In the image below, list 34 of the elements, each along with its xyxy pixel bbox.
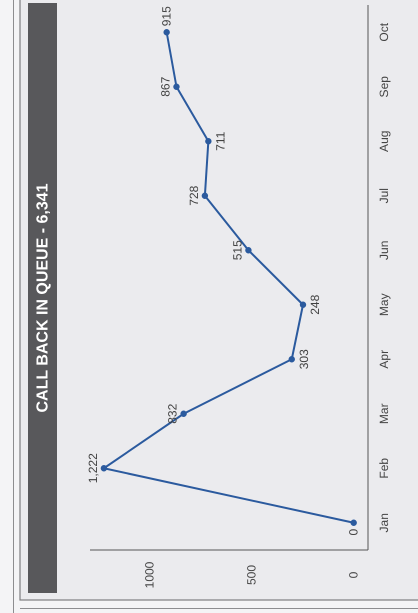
data-label: 1,222 bbox=[86, 452, 100, 484]
y-tick-label: Oct bbox=[377, 22, 391, 42]
y-tick-label: Mar bbox=[377, 403, 391, 424]
y-tick-label: May bbox=[377, 293, 391, 316]
data-label: 711 bbox=[213, 131, 228, 151]
data-label: 0 bbox=[346, 528, 361, 536]
data-label: 832 bbox=[166, 403, 180, 424]
y-tick-label: Aug bbox=[377, 130, 391, 152]
data-label: 867 bbox=[158, 76, 172, 97]
x-tick-label: 1000 bbox=[142, 561, 156, 588]
point bbox=[245, 247, 252, 254]
y-tick-label: Jun bbox=[377, 240, 391, 260]
data-label: 728 bbox=[186, 185, 201, 206]
point bbox=[288, 356, 295, 362]
point bbox=[173, 84, 180, 90]
data-label: 515 bbox=[230, 240, 244, 260]
point bbox=[202, 192, 208, 199]
data-label: 248 bbox=[308, 294, 322, 315]
y-tick-label: Sep bbox=[377, 76, 391, 98]
point bbox=[180, 410, 187, 417]
text: CALL BACK IN QUEUE - 6,341 bbox=[34, 183, 52, 413]
point bbox=[300, 302, 306, 308]
data-label: 303 bbox=[296, 348, 311, 370]
y-tick-label: Apr bbox=[377, 350, 391, 369]
y-tick-label: Jul bbox=[377, 188, 391, 204]
point bbox=[100, 465, 108, 472]
y-tick-label: Jan bbox=[377, 513, 391, 532]
point bbox=[163, 29, 170, 36]
data-label: 915 bbox=[160, 6, 174, 26]
x-tick-label: 0 bbox=[346, 571, 361, 578]
x-tick-label: 500 bbox=[244, 564, 258, 586]
point bbox=[350, 520, 357, 526]
point bbox=[205, 138, 212, 144]
y-tick-label: Feb bbox=[377, 458, 391, 479]
